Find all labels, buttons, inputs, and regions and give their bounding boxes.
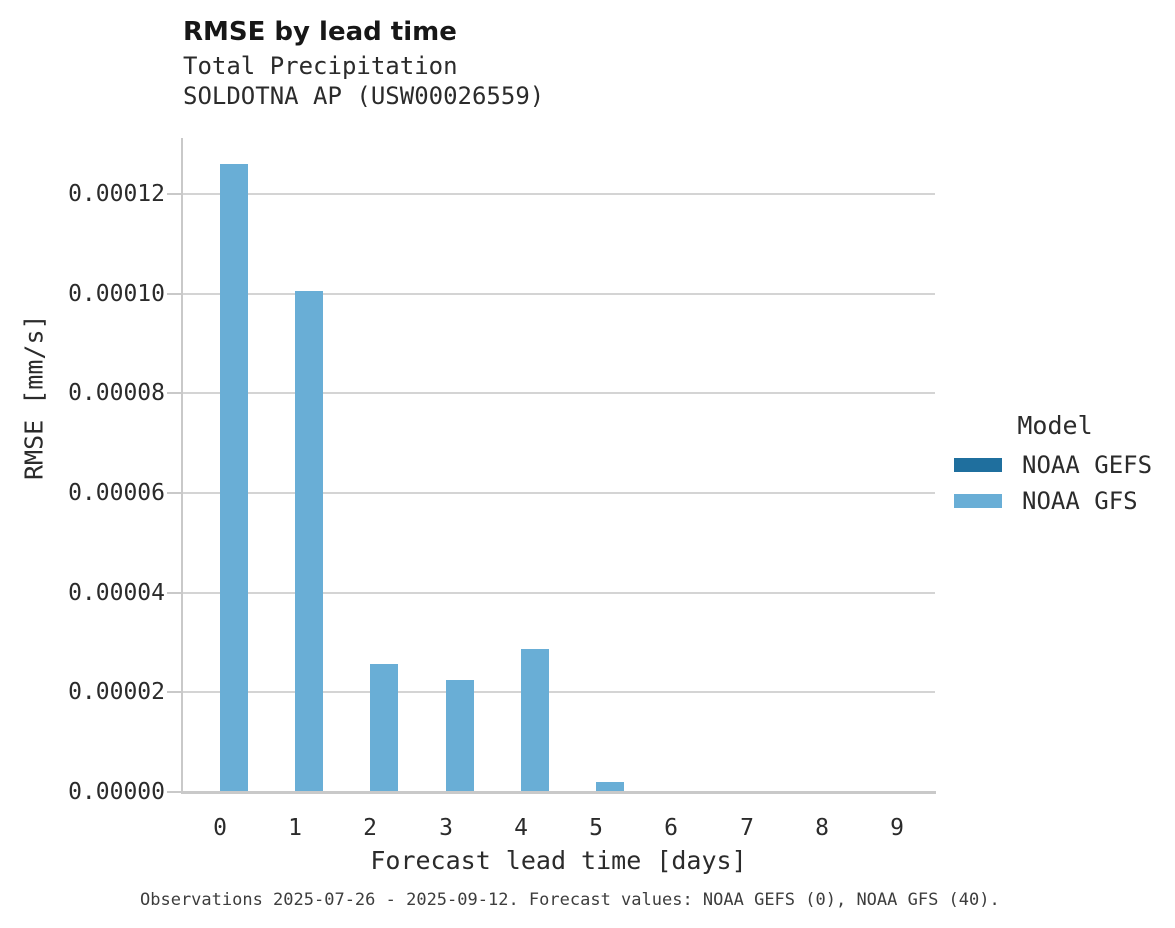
y-tick-mark: [167, 293, 181, 295]
bar-noaa-gfs-lead-5: [596, 782, 624, 792]
legend-swatch: [954, 494, 1002, 508]
y-tick-label: 0.00006: [68, 480, 165, 506]
x-axis-spine: [181, 791, 936, 794]
y-tick-mark: [167, 392, 181, 394]
bar-noaa-gfs-lead-2: [370, 664, 398, 792]
gridline: [182, 592, 935, 594]
footnote-text: Observations 2025-07-26 - 2025-09-12. Fo…: [140, 890, 1000, 910]
gridline: [182, 293, 935, 295]
legend-swatch: [954, 458, 1002, 472]
gridline: [182, 691, 935, 693]
x-tick-label: 5: [589, 815, 603, 841]
chart-subtitle-variable: Total Precipitation: [183, 52, 458, 80]
x-tick-label: 3: [439, 815, 453, 841]
bar-noaa-gfs-lead-1: [295, 291, 323, 792]
y-tick-mark: [167, 492, 181, 494]
y-tick-mark: [167, 193, 181, 195]
legend-label: NOAA GFS: [1022, 487, 1138, 515]
chart-title: RMSE by lead time: [183, 17, 457, 47]
y-tick-label: 0.00000: [68, 779, 165, 805]
bar-noaa-gfs-lead-0: [220, 164, 248, 792]
plot-area: 0.00000 0.00002 0.00004 0.00006 0.00008 0.000…: [68, 138, 936, 841]
x-tick-label: 6: [664, 815, 678, 841]
legend-entry: NOAA GEFS: [940, 447, 1175, 483]
y-tick-label: 0.00012: [68, 181, 165, 207]
y-tick-mark: [167, 691, 181, 693]
gridline: [182, 193, 935, 195]
x-tick-label: 7: [740, 815, 754, 841]
y-tick-label: 0.00010: [68, 281, 165, 307]
legend-label: NOAA GEFS: [1022, 451, 1153, 479]
legend-title: Model: [1017, 411, 1093, 440]
legend: Model NOAA GEFS NOAA GFS: [940, 411, 1175, 515]
legend-entry: NOAA GFS: [940, 483, 1175, 519]
y-tick-mark: [167, 592, 181, 594]
gridline: [182, 492, 935, 494]
y-tick-label: 0.00008: [68, 380, 165, 406]
chart-subtitle-station: SOLDOTNA AP (USW00026559): [183, 82, 545, 110]
x-tick-label: 4: [514, 815, 528, 841]
y-tick-label: 0.00002: [68, 679, 165, 705]
bar-noaa-gfs-lead-4: [521, 649, 549, 792]
x-tick-label: 9: [890, 815, 904, 841]
y-axis-spine: [181, 138, 183, 794]
y-tick-label: 0.00004: [68, 580, 165, 606]
x-tick-label: 1: [288, 815, 302, 841]
bar-noaa-gfs-lead-3: [446, 680, 474, 792]
y-tick-mark: [167, 791, 181, 793]
x-tick-label: 2: [363, 815, 377, 841]
x-tick-label: 0: [213, 815, 227, 841]
x-axis-title: Forecast lead time [days]: [370, 846, 747, 875]
x-tick-label: 8: [815, 815, 829, 841]
gridline: [182, 392, 935, 394]
